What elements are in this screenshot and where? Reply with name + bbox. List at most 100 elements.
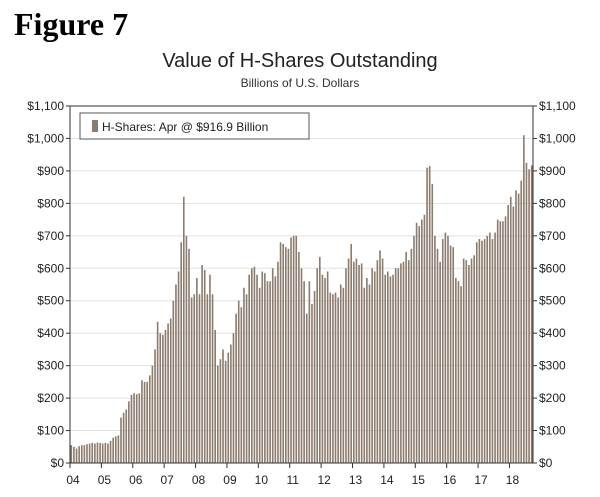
bar bbox=[177, 271, 180, 463]
y-tick-label-left: $700 bbox=[37, 229, 64, 243]
bar bbox=[193, 294, 196, 463]
bar bbox=[78, 446, 80, 463]
bar bbox=[502, 221, 504, 463]
y-tick-label-right: $1,000 bbox=[539, 131, 576, 145]
x-tick-label: 07 bbox=[160, 473, 174, 487]
bar bbox=[350, 243, 353, 463]
bar bbox=[483, 239, 486, 463]
bar bbox=[473, 255, 475, 463]
bar bbox=[441, 239, 444, 463]
bar bbox=[114, 436, 117, 463]
bar bbox=[326, 271, 329, 463]
bar bbox=[88, 443, 91, 463]
bar bbox=[371, 268, 373, 463]
bar bbox=[216, 365, 219, 463]
bar bbox=[185, 235, 188, 463]
bar bbox=[172, 300, 175, 463]
bar bbox=[525, 162, 528, 463]
bar bbox=[426, 167, 428, 463]
x-tick-label: 05 bbox=[98, 473, 112, 487]
bar bbox=[515, 190, 517, 463]
bar bbox=[387, 271, 389, 463]
bar bbox=[232, 333, 235, 463]
bar bbox=[222, 349, 224, 463]
bar bbox=[112, 437, 114, 463]
bar bbox=[457, 281, 460, 463]
bar bbox=[104, 442, 107, 463]
bar bbox=[206, 294, 209, 463]
x-tick-label: 17 bbox=[474, 473, 488, 487]
x-tick-label: 16 bbox=[443, 473, 457, 487]
bar bbox=[418, 226, 421, 463]
bar bbox=[436, 248, 439, 463]
bar bbox=[410, 248, 413, 463]
bar bbox=[175, 284, 177, 463]
bar bbox=[96, 442, 99, 463]
x-tick-label: 04 bbox=[66, 473, 80, 487]
bar bbox=[376, 260, 379, 463]
x-tick-label: 18 bbox=[506, 473, 520, 487]
legend-box bbox=[79, 112, 310, 140]
bar bbox=[237, 300, 240, 463]
bar bbox=[279, 242, 282, 463]
bar bbox=[243, 287, 245, 463]
x-tick-label: 15 bbox=[412, 473, 426, 487]
bar bbox=[143, 381, 146, 463]
y-tick-label-left: $900 bbox=[37, 164, 64, 178]
bar bbox=[489, 232, 491, 463]
chart-subtitle: Billions of U.S. Dollars bbox=[240, 76, 360, 90]
bar bbox=[209, 274, 211, 463]
bar bbox=[486, 235, 489, 463]
bar bbox=[133, 393, 135, 463]
bar bbox=[117, 435, 120, 463]
bar bbox=[491, 239, 494, 463]
bar bbox=[70, 445, 73, 463]
bar bbox=[366, 278, 368, 463]
bar bbox=[120, 417, 122, 463]
bar bbox=[358, 265, 360, 463]
x-tick-label: 12 bbox=[317, 473, 331, 487]
bar bbox=[122, 412, 125, 463]
bar bbox=[449, 245, 452, 463]
bar bbox=[182, 196, 185, 463]
bar bbox=[468, 265, 470, 463]
bar bbox=[83, 445, 86, 463]
bar bbox=[303, 281, 305, 463]
bar bbox=[360, 263, 363, 463]
bar bbox=[509, 196, 512, 463]
y-tick-label-left: $400 bbox=[37, 326, 64, 340]
bar bbox=[75, 448, 78, 463]
bar bbox=[154, 349, 156, 463]
figure-label: Figure 7 bbox=[14, 6, 129, 42]
bar bbox=[530, 165, 533, 463]
bar bbox=[264, 273, 266, 463]
bar bbox=[203, 269, 206, 463]
bar bbox=[460, 286, 462, 463]
bar bbox=[313, 290, 316, 463]
bar bbox=[347, 258, 350, 463]
bar bbox=[504, 216, 507, 463]
bar bbox=[300, 268, 303, 463]
bar bbox=[290, 237, 292, 463]
y-tick-label-right: $800 bbox=[539, 196, 566, 210]
bar bbox=[271, 268, 274, 463]
bar bbox=[295, 235, 298, 463]
bar bbox=[224, 360, 227, 463]
bar bbox=[353, 261, 355, 463]
bar bbox=[439, 261, 441, 463]
bar bbox=[345, 268, 347, 463]
bar bbox=[73, 446, 75, 463]
bar bbox=[94, 443, 96, 463]
bar bbox=[523, 135, 525, 463]
bar bbox=[253, 266, 256, 463]
bar bbox=[146, 381, 148, 463]
bar bbox=[235, 313, 237, 463]
bar bbox=[392, 274, 394, 463]
bar bbox=[329, 292, 332, 463]
bar bbox=[402, 261, 405, 463]
x-tick-label: 10 bbox=[255, 473, 269, 487]
bar bbox=[447, 235, 449, 463]
bar bbox=[478, 239, 481, 463]
bar bbox=[80, 445, 83, 463]
bar bbox=[190, 297, 193, 463]
